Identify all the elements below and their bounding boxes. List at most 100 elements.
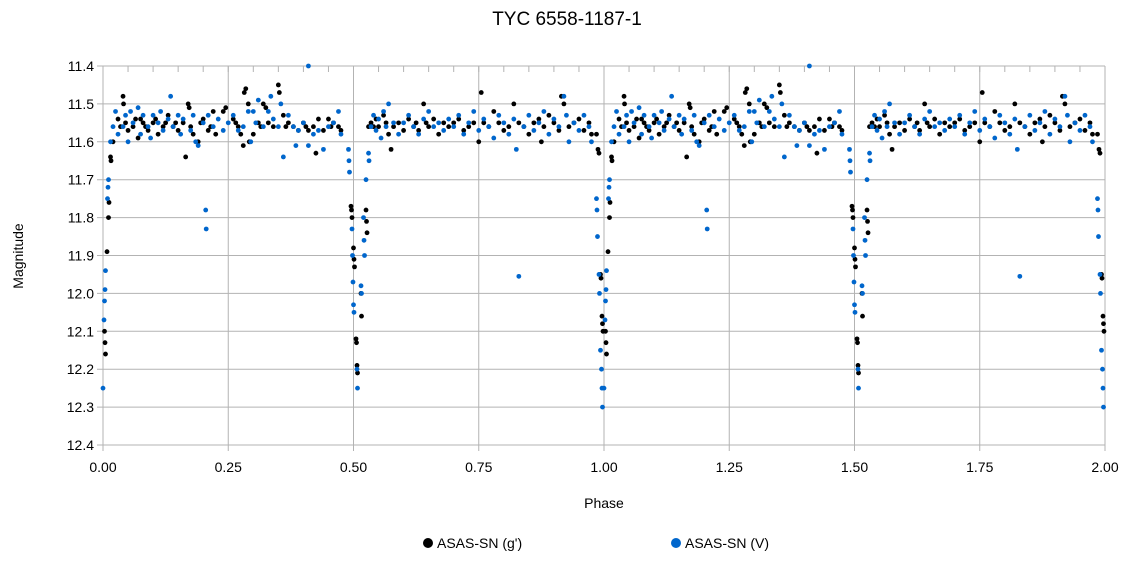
point-g <box>631 124 637 130</box>
point-v <box>128 109 133 114</box>
point-v <box>751 109 757 114</box>
point-v <box>108 139 113 145</box>
point-v <box>496 112 502 118</box>
point-v <box>456 112 462 118</box>
point-v <box>659 109 665 114</box>
point-v <box>912 124 918 130</box>
point-v <box>897 131 902 137</box>
point-g <box>368 120 374 126</box>
point-g <box>496 120 502 126</box>
point-v <box>203 226 209 232</box>
legend-label-v: ASAS-SN (V) <box>685 535 769 551</box>
y-tick-label: 12.3 <box>67 399 94 415</box>
point-v <box>556 124 562 130</box>
legend: ASAS-SN (g') ASAS-SN (V) <box>423 535 769 551</box>
point-g <box>887 131 892 137</box>
point-g <box>777 90 783 95</box>
point-g <box>416 128 422 133</box>
point-v <box>649 135 654 141</box>
point-v <box>972 109 978 114</box>
point-v <box>511 116 517 122</box>
point-v <box>1090 139 1095 145</box>
point-g <box>687 105 693 111</box>
point-g <box>213 131 219 137</box>
point-v <box>401 120 406 126</box>
point-v <box>1002 120 1008 126</box>
point-g <box>837 124 842 130</box>
point-v <box>431 124 437 130</box>
point-g <box>108 154 113 160</box>
point-v <box>160 128 166 133</box>
point-g <box>674 120 680 126</box>
point-v <box>361 215 366 221</box>
point-v <box>336 109 341 114</box>
point-g <box>1032 120 1038 126</box>
legend-marker-v <box>671 538 681 548</box>
point-g <box>922 101 928 107</box>
point-v <box>741 124 747 130</box>
point-v <box>250 109 256 114</box>
point-v <box>411 124 417 130</box>
point-g <box>927 124 933 130</box>
point-v <box>215 116 221 122</box>
point-v <box>100 385 106 391</box>
point-v <box>265 109 271 114</box>
point-g <box>265 120 271 126</box>
point-v <box>851 279 857 285</box>
point-g <box>436 131 442 137</box>
point-v <box>105 196 110 202</box>
point-v <box>416 131 422 137</box>
point-v <box>451 124 457 130</box>
point-g <box>421 101 427 107</box>
point-g <box>185 101 191 107</box>
point-v <box>646 124 652 130</box>
point-g <box>556 128 562 133</box>
point-g <box>135 135 141 141</box>
point-v <box>679 131 685 137</box>
point-g <box>1039 139 1045 145</box>
point-v <box>1032 128 1038 133</box>
x-tick-label: 1.25 <box>716 459 743 475</box>
point-v <box>694 139 700 145</box>
x-tick-label: 0.50 <box>340 459 367 475</box>
point-g <box>839 128 845 133</box>
point-v <box>481 116 487 122</box>
point-v <box>661 128 667 133</box>
point-v <box>145 124 151 130</box>
point-g <box>997 120 1003 126</box>
point-g <box>566 124 572 130</box>
point-v <box>326 124 331 130</box>
point-g <box>461 128 467 133</box>
point-g <box>609 154 614 160</box>
point-v <box>551 116 557 122</box>
point-g <box>603 328 608 334</box>
point-v <box>629 109 634 114</box>
point-g <box>351 256 357 262</box>
point-v <box>736 128 742 133</box>
point-v <box>406 112 412 118</box>
x-tick-label: 0.00 <box>89 459 116 475</box>
point-g <box>917 128 923 133</box>
point-v <box>1095 196 1100 202</box>
point-g <box>689 124 695 130</box>
point-v <box>837 109 842 114</box>
point-v <box>270 116 276 122</box>
point-g <box>106 215 111 221</box>
point-g <box>1057 128 1063 133</box>
point-g <box>140 120 146 126</box>
point-g <box>827 116 832 122</box>
point-v <box>822 146 827 152</box>
point-v <box>937 120 943 126</box>
point-v <box>676 112 682 118</box>
point-g <box>250 131 256 137</box>
point-v <box>631 120 637 126</box>
point-v <box>1022 124 1028 130</box>
point-g <box>263 105 269 111</box>
point-v <box>874 128 880 133</box>
point-g <box>348 203 354 209</box>
point-v <box>148 135 153 141</box>
point-g <box>624 120 629 126</box>
point-v <box>867 158 873 164</box>
point-g <box>130 124 136 130</box>
point-v <box>446 116 452 122</box>
